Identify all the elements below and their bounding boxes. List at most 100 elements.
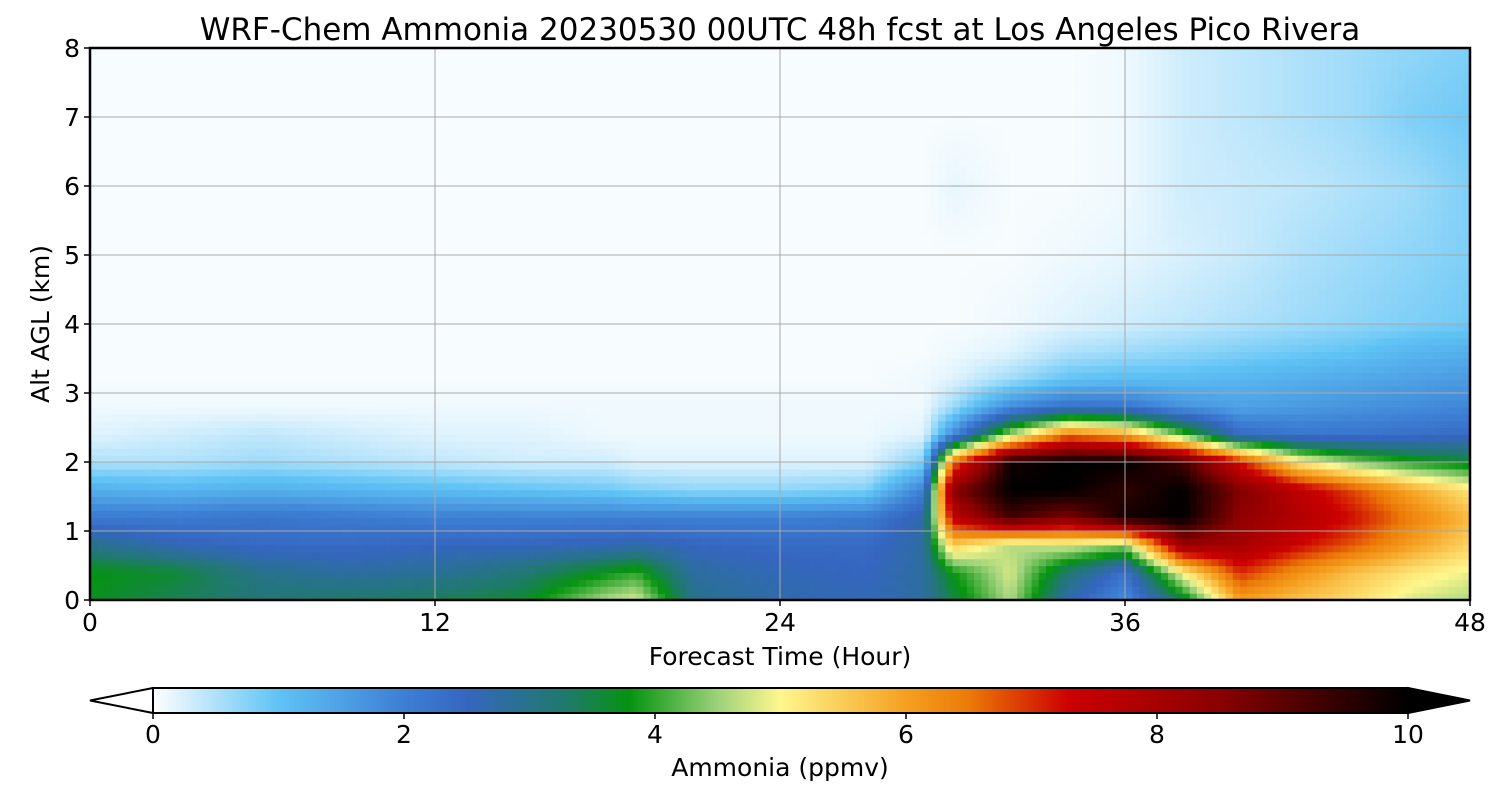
heatmap-cell bbox=[571, 455, 580, 463]
heatmap-cell bbox=[463, 427, 472, 435]
heatmap-cell bbox=[650, 462, 659, 470]
heatmap-cell bbox=[140, 434, 149, 442]
heatmap-cell bbox=[269, 586, 278, 594]
heatmap-cell bbox=[636, 455, 645, 463]
heatmap-cell bbox=[1096, 455, 1105, 463]
heatmap-cell bbox=[1153, 427, 1162, 435]
heatmap-cell bbox=[1153, 448, 1162, 456]
heatmap-cell bbox=[442, 455, 450, 463]
heatmap-cell bbox=[815, 558, 824, 567]
heatmap-cell bbox=[1146, 572, 1155, 580]
heatmap-cell bbox=[1441, 593, 1450, 601]
heatmap-cell bbox=[722, 565, 731, 573]
heatmap-cell bbox=[1196, 489, 1205, 498]
heatmap-cell bbox=[284, 531, 292, 539]
heatmap-cell bbox=[528, 517, 537, 525]
heatmap-cell bbox=[1168, 455, 1176, 463]
heatmap-cell bbox=[1441, 572, 1450, 580]
heatmap-cell bbox=[420, 537, 429, 546]
heatmap-cell bbox=[492, 448, 501, 456]
heatmap-cell bbox=[643, 551, 652, 560]
heatmap-cell bbox=[866, 434, 875, 442]
heatmap-cell bbox=[1038, 420, 1047, 429]
heatmap-cell bbox=[125, 441, 134, 449]
heatmap-cell bbox=[262, 510, 271, 518]
heatmap-cell bbox=[1275, 455, 1284, 463]
heatmap-cell bbox=[1434, 544, 1442, 553]
heatmap-cell bbox=[406, 462, 415, 470]
heatmap-cell bbox=[1175, 544, 1184, 553]
heatmap-cell bbox=[478, 558, 486, 567]
heatmap-cell bbox=[1455, 517, 1464, 525]
heatmap-cell bbox=[780, 531, 788, 539]
heatmap-cell bbox=[1426, 462, 1435, 470]
heatmap-cell bbox=[1405, 489, 1414, 498]
heatmap-cell bbox=[550, 455, 558, 463]
heatmap-cell bbox=[585, 579, 594, 587]
heatmap-cell bbox=[1448, 489, 1457, 498]
heatmap-cell bbox=[643, 420, 652, 429]
heatmap-cell bbox=[672, 427, 680, 435]
heatmap-cell bbox=[1096, 496, 1105, 504]
heatmap-cell bbox=[449, 517, 458, 525]
heatmap-cell bbox=[1218, 482, 1227, 491]
heatmap-cell bbox=[420, 475, 429, 484]
heatmap-cell bbox=[571, 427, 580, 435]
heatmap-cell bbox=[859, 462, 867, 470]
heatmap-cell bbox=[1311, 537, 1320, 546]
heatmap-cell bbox=[1254, 468, 1263, 477]
heatmap-cell bbox=[995, 468, 1004, 477]
heatmap-cell bbox=[348, 434, 357, 442]
heatmap-cell bbox=[995, 427, 1004, 435]
heatmap-cell bbox=[1211, 586, 1220, 594]
heatmap-cell bbox=[363, 462, 371, 470]
heatmap-cell bbox=[248, 496, 256, 504]
heatmap-cell bbox=[355, 496, 364, 504]
heatmap-cell bbox=[161, 475, 170, 484]
heatmap-cell bbox=[363, 537, 371, 546]
heatmap-cell bbox=[514, 537, 522, 546]
heatmap-cell bbox=[959, 503, 968, 511]
heatmap-cell bbox=[97, 558, 105, 567]
heatmap-cell bbox=[859, 586, 867, 594]
heatmap-cell bbox=[772, 551, 781, 560]
heatmap-cell bbox=[1369, 434, 1378, 442]
heatmap-cell bbox=[140, 427, 149, 435]
heatmap-cell bbox=[772, 482, 781, 491]
heatmap-cell bbox=[334, 427, 343, 435]
heatmap-cell bbox=[1089, 496, 1097, 504]
heatmap-cell bbox=[154, 510, 163, 518]
heatmap-cell bbox=[1045, 496, 1054, 504]
heatmap-cell bbox=[1225, 420, 1234, 429]
heatmap-cell bbox=[391, 565, 400, 573]
heatmap-cell bbox=[571, 537, 580, 546]
heatmap-cell bbox=[463, 441, 472, 449]
heatmap-cell bbox=[787, 531, 795, 539]
heatmap-cell bbox=[1225, 455, 1234, 463]
heatmap-cell bbox=[183, 517, 192, 525]
heatmap-cell bbox=[183, 586, 192, 594]
heatmap-cell bbox=[391, 427, 400, 435]
heatmap-cell bbox=[722, 586, 731, 594]
heatmap-cell bbox=[1218, 441, 1227, 449]
heatmap-cell bbox=[880, 441, 889, 449]
heatmap-cell bbox=[1275, 448, 1284, 456]
heatmap-cell bbox=[902, 427, 910, 435]
heatmap-cell bbox=[399, 593, 407, 601]
heatmap-cell bbox=[125, 551, 134, 560]
heatmap-cell bbox=[219, 510, 228, 518]
heatmap-cell bbox=[1369, 448, 1378, 456]
heatmap-cell bbox=[384, 496, 393, 504]
heatmap-cell bbox=[97, 524, 105, 532]
heatmap-cell bbox=[1448, 558, 1457, 567]
heatmap-cell bbox=[614, 572, 623, 580]
heatmap-cell bbox=[1290, 531, 1299, 539]
heatmap-cell bbox=[399, 579, 407, 587]
heatmap-cell bbox=[780, 448, 788, 456]
heatmap-cell bbox=[1125, 531, 1133, 539]
heatmap-cell bbox=[1434, 427, 1442, 435]
heatmap-cell bbox=[391, 558, 400, 567]
heatmap-cell bbox=[751, 551, 760, 560]
heatmap-cell bbox=[133, 462, 141, 470]
heatmap-cell bbox=[197, 510, 206, 518]
